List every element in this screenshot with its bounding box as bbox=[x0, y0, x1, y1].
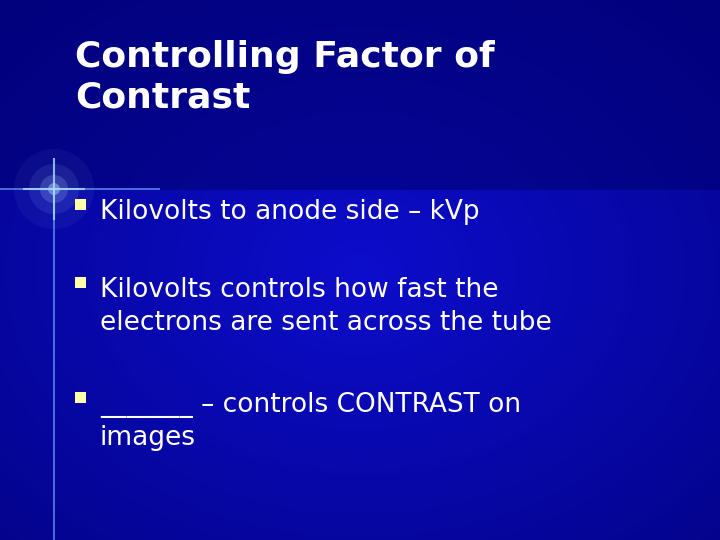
Circle shape bbox=[48, 183, 60, 195]
Bar bbox=[75, 392, 86, 403]
Text: Kilovolts controls how fast the: Kilovolts controls how fast the bbox=[100, 277, 498, 303]
Text: images: images bbox=[100, 425, 196, 451]
Circle shape bbox=[29, 164, 79, 214]
Text: electrons are sent across the tube: electrons are sent across the tube bbox=[100, 310, 552, 336]
Text: Contrast: Contrast bbox=[75, 80, 251, 114]
Bar bbox=[0, 0, 720, 190]
Bar bbox=[75, 277, 86, 288]
Bar bbox=[75, 199, 86, 210]
Text: Kilovolts to anode side – kVp: Kilovolts to anode side – kVp bbox=[100, 199, 480, 225]
Bar bbox=[0, 188, 160, 190]
Circle shape bbox=[14, 149, 94, 229]
Circle shape bbox=[40, 175, 68, 203]
Bar bbox=[53, 190, 55, 540]
Text: _______ – controls CONTRAST on: _______ – controls CONTRAST on bbox=[100, 392, 521, 418]
Text: Controlling Factor of: Controlling Factor of bbox=[75, 40, 495, 74]
